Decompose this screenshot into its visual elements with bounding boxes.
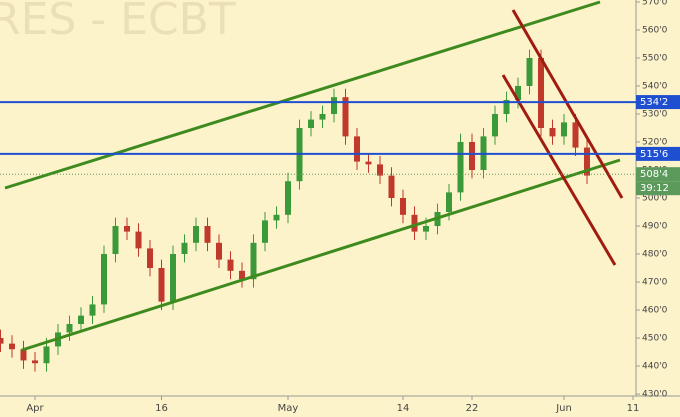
candle-body [388,175,395,198]
x-tick-label: 11 [627,403,640,414]
x-tick-label: 14 [397,403,410,414]
x-tick-label: 22 [466,403,479,414]
candle-body [227,259,234,271]
y-tick-label: 520'0 [642,137,668,147]
x-tick-label: 16 [155,403,168,414]
candle-body [124,226,130,232]
candle-body [181,242,188,255]
y-tick-label: 570'0 [642,0,668,7]
candle-body [193,226,199,243]
candle-body [469,141,475,170]
price-label: 508'4 [640,169,668,180]
y-tick-label: 480'0 [642,250,668,260]
candle-body [273,214,280,221]
candle-body [319,113,326,120]
watermark: RES - ECBT [0,0,236,45]
y-tick-label: 500'0 [642,194,668,204]
x-tick-label: May [278,403,299,414]
candle-body [526,57,533,86]
candle-body [239,270,245,280]
price-label-box [636,146,680,161]
candle-body [515,85,521,100]
candle-body [285,181,291,215]
price-label-box [636,95,680,110]
candle-body [584,147,590,176]
trend-line [21,158,621,352]
y-tick-label: 490'0 [642,222,668,232]
candle-body [342,97,349,137]
candle-body [147,248,153,269]
candle-body [457,141,464,193]
y-tick-label: 430'0 [642,390,668,400]
candle-body [492,113,498,137]
candle-body [561,122,567,137]
candle-body [400,198,406,215]
candle-body [216,242,222,260]
timer: 39:12 [640,183,669,194]
x-tick-label: Jun [555,403,572,414]
trend-line [4,0,601,190]
price-label-box [636,167,680,182]
candle-body [0,338,4,344]
candle-body [503,99,510,114]
candle-body [101,254,107,305]
candle-body [308,119,314,128]
candle-body [262,220,268,243]
trend-line [501,74,617,266]
candle-body [204,226,211,243]
candle-body [331,97,337,114]
candle-body [20,349,27,361]
candle-body [66,324,73,333]
candle-body [572,122,579,148]
candle-body [43,346,50,364]
candle-body [549,127,556,137]
candle-body [538,57,544,128]
candle-body [365,161,372,165]
price-label: 534'2 [640,97,668,108]
y-tick-label: 470'0 [642,278,668,288]
y-tick-label: 560'0 [642,25,668,35]
candle-body [354,136,360,162]
trend-line [511,9,624,199]
candle-body [170,254,176,302]
y-tick-label: 530'0 [642,109,668,119]
candle-body [32,360,38,364]
price-label: 515'6 [640,149,668,160]
candle-body [89,304,96,316]
y-tick-label: 550'0 [642,53,668,63]
candle-body [250,242,257,280]
candle-body [135,231,142,249]
y-tick-label: 440'0 [642,362,668,372]
candle-body [411,214,418,232]
candle-body [158,268,165,302]
candle-body [377,164,383,176]
y-tick-label: 450'0 [642,334,668,344]
candle-body [78,315,84,325]
x-tick-label: Apr [26,403,44,414]
y-tick-label: 460'0 [642,306,668,316]
candle-body [423,226,429,232]
candle-body [446,192,452,213]
timer-box [636,181,680,196]
y-tick-label: 540'0 [642,81,668,91]
candle-body [9,343,15,350]
candle-body [112,226,119,255]
